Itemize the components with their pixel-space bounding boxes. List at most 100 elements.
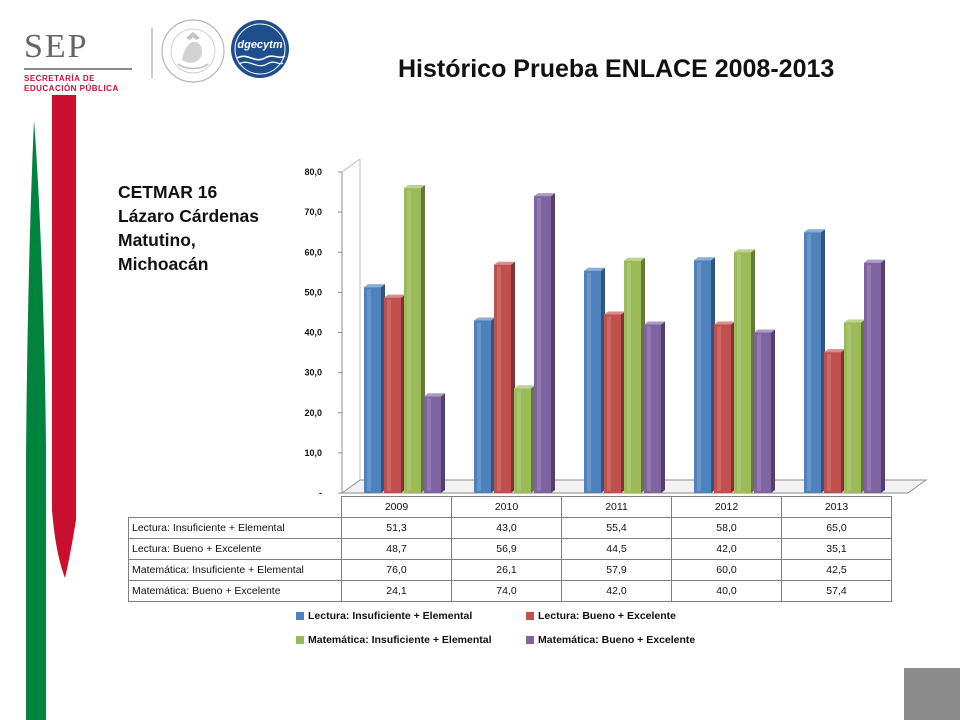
bar-side — [771, 329, 775, 493]
legend-swatch — [296, 612, 304, 621]
legend-swatch — [526, 636, 534, 645]
bar-top — [644, 321, 665, 325]
sep-logo-word: SEP — [24, 28, 89, 65]
red-stripe — [52, 95, 76, 578]
bar — [714, 324, 731, 493]
bar-highlight — [407, 190, 411, 492]
table-cell: 51,3 — [341, 517, 452, 539]
legend-swatch — [296, 636, 304, 645]
table-header-cell: 2013 — [781, 496, 892, 518]
bar — [404, 188, 421, 494]
legend-item: Lectura: Bueno + Excelente — [526, 610, 676, 622]
green-stripe — [26, 120, 46, 720]
bar-highlight — [757, 334, 761, 491]
bar-top — [844, 319, 865, 323]
legend-label: Matemática: Bueno + Excelente — [538, 634, 696, 646]
table-header-cell: 2012 — [671, 496, 782, 518]
bar-highlight — [737, 254, 741, 491]
table-row: Matemática: Insuficiente + Elemental 76,… — [128, 559, 892, 581]
header-divider — [151, 28, 153, 78]
bar — [384, 297, 401, 493]
bar-highlight — [627, 262, 631, 491]
bar-highlight — [847, 324, 851, 491]
table-cell: 58,0 — [671, 517, 782, 539]
table-cell: 65,0 — [781, 517, 892, 539]
table-cell: 57,4 — [781, 580, 892, 602]
table-cell: 42,0 — [671, 538, 782, 560]
table-corner — [128, 496, 342, 518]
legend-swatch — [526, 612, 534, 621]
bar — [534, 196, 551, 493]
table-header-row: 2009 2010 2011 2012 2013 — [128, 496, 892, 518]
sep-logo-divider — [24, 68, 132, 70]
y-tick-label: 60,0 — [304, 247, 322, 257]
y-tick-label: 50,0 — [304, 287, 322, 297]
bar-highlight — [517, 390, 521, 491]
bar — [494, 264, 511, 493]
bar — [364, 287, 381, 493]
bar-highlight — [697, 262, 701, 491]
bar-highlight — [587, 272, 591, 491]
table-header-cell: 2011 — [561, 496, 672, 518]
table-cell: 42,5 — [781, 559, 892, 581]
bar-top — [584, 267, 605, 271]
table-cell: 60,0 — [671, 559, 782, 581]
legend-label: Lectura: Insuficiente + Elemental — [308, 610, 473, 622]
bar-top — [714, 321, 735, 325]
table-cell: 40,0 — [671, 580, 782, 602]
bar — [514, 388, 531, 493]
table-cell: 76,0 — [341, 559, 452, 581]
bar-highlight — [537, 198, 541, 491]
bar-top — [734, 249, 755, 253]
bar — [474, 320, 491, 493]
dgecytm-logo: dgecytm — [231, 20, 289, 78]
bar-highlight — [647, 326, 651, 491]
legend-item: Lectura: Insuficiente + Elemental — [296, 610, 472, 622]
legend-label: Matemática: Insuficiente + Elemental — [308, 634, 492, 646]
bar-top — [364, 284, 385, 288]
bar — [844, 322, 861, 493]
bar — [804, 232, 821, 493]
table-cell: 56,9 — [451, 538, 562, 560]
bar-top — [804, 229, 825, 233]
y-tick-label: 80,0 — [304, 167, 322, 177]
bar-top — [754, 329, 775, 333]
bar-top — [694, 257, 715, 261]
bar-top — [624, 257, 645, 261]
legend-item: Matemática: Bueno + Excelente — [526, 634, 695, 646]
table-cell: 74,0 — [451, 580, 562, 602]
bar — [604, 314, 621, 493]
bar-highlight — [427, 398, 431, 491]
bar-top — [424, 393, 445, 397]
bar-top — [824, 349, 845, 353]
row-label: Lectura: Insuficiente + Elemental — [128, 517, 342, 539]
table-cell: 43,0 — [451, 517, 562, 539]
bar-top — [384, 294, 405, 298]
bar — [424, 396, 441, 493]
bar-side — [661, 321, 665, 493]
bar-highlight — [827, 354, 831, 491]
school-name: CETMAR 16 — [118, 182, 218, 202]
y-axis-depth-line — [341, 158, 361, 173]
table-row: Lectura: Insuficiente + Elemental 51,3 4… — [128, 517, 892, 539]
sep-logo: SEP SECRETARÍA DE EDUCACIÓN PÚBLICA — [24, 30, 134, 94]
bar-top — [494, 261, 515, 265]
table-header-cell: 2010 — [451, 496, 562, 518]
y-tick-label: 10,0 — [304, 448, 322, 458]
y-tick-label: 30,0 — [304, 368, 322, 378]
table-cell: 48,7 — [341, 538, 452, 560]
school-city: Lázaro Cárdenas — [118, 206, 260, 226]
bar-top — [474, 317, 495, 321]
bar-highlight — [387, 299, 391, 491]
table-cell: 35,1 — [781, 538, 892, 560]
table-cell: 55,4 — [561, 517, 672, 539]
bar-top — [534, 193, 555, 197]
bar-highlight — [477, 322, 481, 491]
bar-top — [404, 185, 425, 189]
table-cell: 57,9 — [561, 559, 672, 581]
bar — [734, 252, 751, 493]
bar — [754, 332, 771, 493]
bar — [864, 262, 881, 493]
